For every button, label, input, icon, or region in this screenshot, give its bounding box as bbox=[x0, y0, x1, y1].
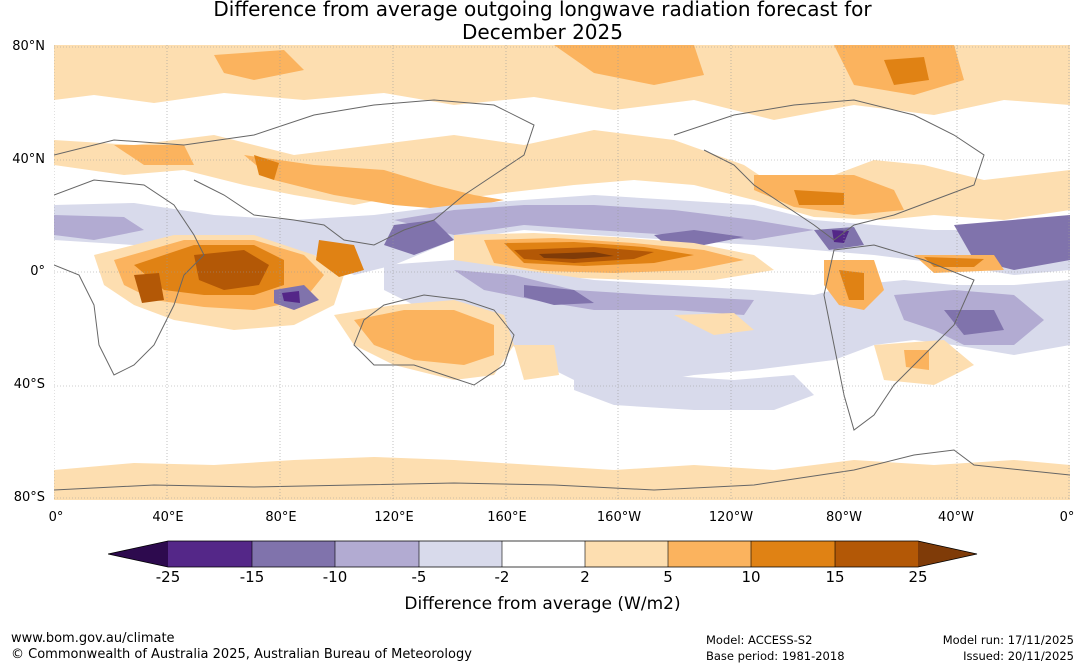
lon-label-40w: 40°W bbox=[938, 510, 974, 525]
coast-antarctica bbox=[54, 449, 1070, 491]
colorbar-bin--15_-10 bbox=[252, 541, 335, 567]
footer-issued: Issued: 20/11/2025 bbox=[963, 649, 1074, 663]
asia-positive bbox=[244, 155, 504, 210]
southern-ocean-negative bbox=[574, 365, 814, 410]
colorbar-bin--25_-15 bbox=[168, 541, 252, 567]
coast-africa bbox=[54, 179, 205, 376]
colorbar-tick: -5 bbox=[411, 568, 427, 586]
colorbar-bin-15_25 bbox=[835, 541, 918, 567]
footer-base-period: Base period: 1981-2018 bbox=[706, 649, 845, 663]
lon-label-40e: 40°E bbox=[152, 510, 184, 525]
colorbar-tick: -2 bbox=[494, 568, 510, 586]
colorbar-tick: 2 bbox=[580, 568, 590, 586]
colorbar-tick: -10 bbox=[322, 568, 348, 586]
lon-label-120e: 120°E bbox=[374, 510, 414, 525]
colorbar-title: Difference from average (W/m2) bbox=[404, 594, 681, 614]
lat-label-0: 0° bbox=[30, 264, 45, 279]
arctic-positive-band bbox=[54, 45, 1070, 120]
footer-model-run: Model run: 17/11/2025 bbox=[942, 633, 1074, 647]
lat-label-80s: 80°S bbox=[13, 490, 45, 505]
lat-label-40n: 40°N bbox=[12, 152, 45, 167]
tibet-positive bbox=[254, 155, 279, 180]
wpac-negative-core bbox=[384, 220, 454, 255]
lat-label-40s: 40°S bbox=[13, 377, 45, 392]
colorbar-bin-5_10 bbox=[668, 541, 751, 567]
australia-positive bbox=[354, 310, 494, 365]
lon-label-80w: 80°W bbox=[826, 510, 862, 525]
colorbar-tick: 15 bbox=[825, 568, 845, 586]
hawaii-negative-core bbox=[654, 230, 744, 245]
lon-label-0: 0° bbox=[48, 510, 64, 525]
colorbar-bin-10_15 bbox=[751, 541, 835, 567]
spcz-negative-core bbox=[524, 285, 594, 305]
pacific-north-negative bbox=[394, 205, 814, 240]
colorbar-tick: 10 bbox=[741, 568, 761, 586]
antarctic-positive-band bbox=[54, 457, 1070, 500]
arctic-positive-core-3 bbox=[214, 50, 304, 80]
lon-label-120w: 120°W bbox=[708, 510, 754, 525]
colorbar-max-arrow bbox=[918, 541, 977, 567]
amazon-positive-core bbox=[839, 270, 864, 300]
spcz-negative bbox=[454, 270, 754, 315]
arctic-positive-core-4 bbox=[884, 57, 929, 85]
graticule bbox=[54, 45, 1070, 500]
coastlines bbox=[54, 99, 1070, 491]
gulf-positive bbox=[794, 190, 844, 205]
footer-website[interactable]: www.bom.gov.au/climate bbox=[11, 631, 175, 646]
colorbar bbox=[108, 540, 978, 568]
south-atlantic-positive-core bbox=[924, 257, 984, 267]
coast-eurasia bbox=[54, 99, 535, 246]
africa-positive-core bbox=[134, 273, 164, 303]
colorbar-tick: -15 bbox=[239, 568, 265, 586]
spac-positive bbox=[674, 313, 754, 335]
coast-australia bbox=[353, 294, 515, 386]
lon-label-80e: 80°E bbox=[265, 510, 297, 525]
anomaly-fields bbox=[54, 45, 1070, 500]
sa-positive-core bbox=[904, 350, 929, 370]
colorbar-bin--5_-2 bbox=[419, 541, 502, 567]
lon-label-160e: 160°E bbox=[487, 510, 527, 525]
lat-label-80n: 80°N bbox=[12, 39, 45, 54]
map-title-line1: Difference from average outgoing longwav… bbox=[213, 0, 872, 21]
nz-positive bbox=[514, 345, 559, 380]
footer-model: Model: ACCESS-S2 bbox=[706, 633, 813, 647]
colorbar-tick: 5 bbox=[663, 568, 673, 586]
colorbar-min-arrow bbox=[108, 541, 168, 567]
indian-negative-core bbox=[282, 291, 300, 303]
colorbar-outline bbox=[108, 540, 978, 568]
brazil-negative-core bbox=[944, 310, 1004, 335]
colorbar-tick: 25 bbox=[908, 568, 928, 586]
cpac-positive-peak bbox=[539, 252, 614, 259]
footer-copyright: © Commonwealth of Australia 2025, Austra… bbox=[11, 647, 472, 662]
olr-anomaly-map bbox=[54, 45, 1070, 500]
caribbean-negative-core bbox=[832, 230, 849, 243]
colorbar-bin-2_5 bbox=[585, 541, 668, 567]
maritime-positive bbox=[316, 240, 364, 277]
arabian-negative bbox=[54, 215, 144, 240]
coast-north-america bbox=[673, 99, 985, 241]
coast-south-america bbox=[823, 244, 975, 431]
indian-positive-core bbox=[194, 250, 269, 290]
colorbar-bin--10_-5 bbox=[335, 541, 419, 567]
colorbar-tick: -25 bbox=[155, 568, 181, 586]
arctic-positive-core bbox=[554, 45, 704, 85]
lon-label-0-end: 0° bbox=[1059, 510, 1075, 525]
colorbar-bin--2_2 bbox=[502, 541, 585, 567]
map-title-line2: December 2025 bbox=[462, 20, 623, 44]
lon-label-160w: 160°W bbox=[596, 510, 642, 525]
